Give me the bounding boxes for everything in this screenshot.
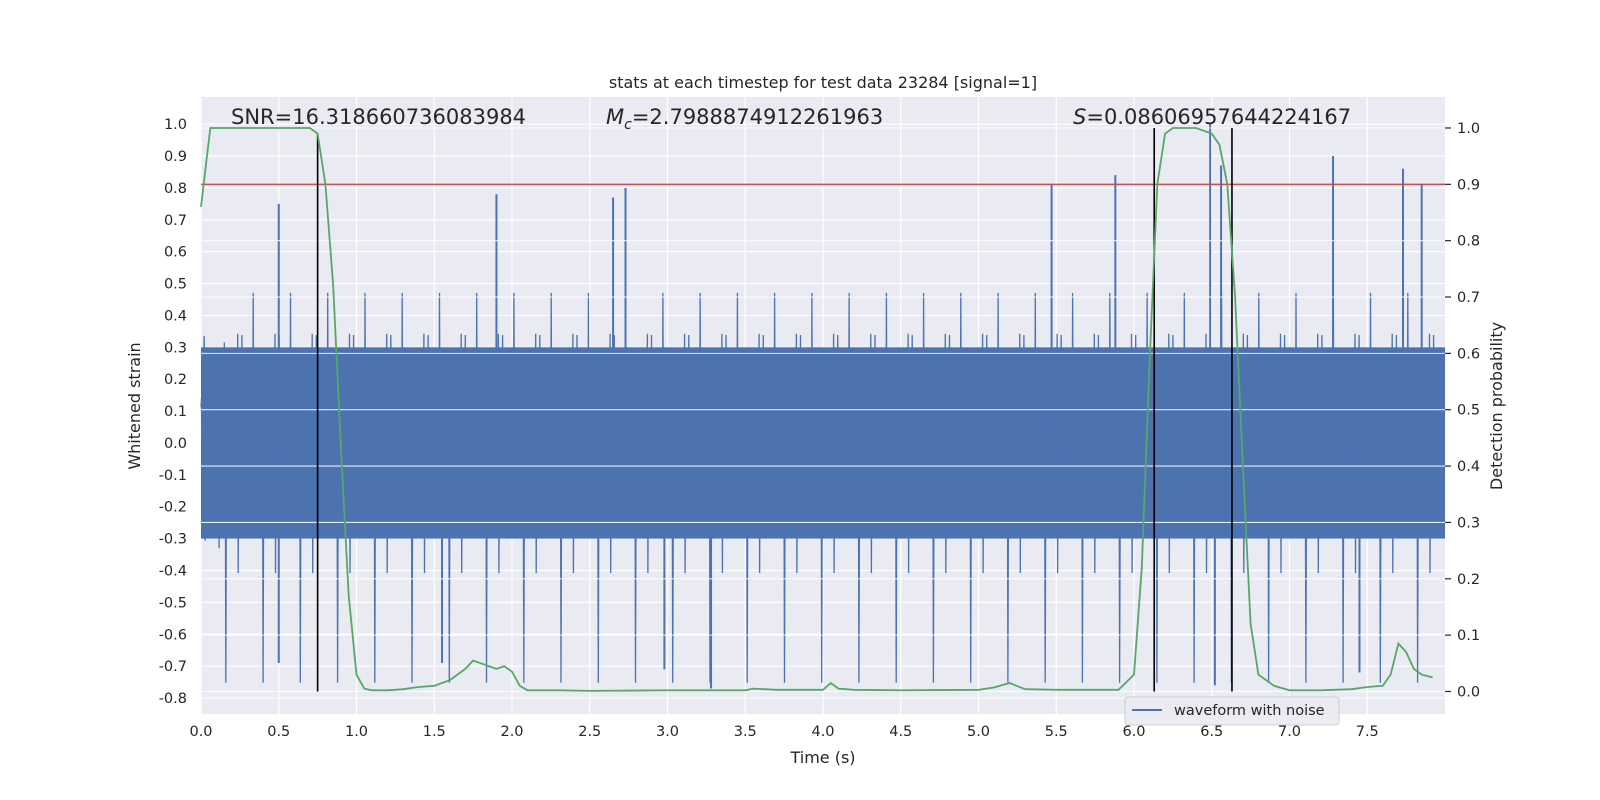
y-tick-label: 0.9: [164, 149, 187, 165]
strain-series: [200, 124, 1445, 693]
x-tick-label: 5.5: [1045, 724, 1068, 740]
x-tick-label: 5.0: [967, 724, 990, 740]
mc-value: =2.7988874912261963: [632, 105, 883, 129]
x-tick-label: 0.5: [267, 724, 290, 740]
y-tick-label: 0.5: [164, 277, 187, 293]
chirp-mass-annotation: Mc=2.7988874912261963: [606, 105, 883, 133]
y2-tick-label: 0.0: [1457, 684, 1480, 700]
mc-subscript: c: [624, 117, 632, 133]
mc-symbol: M: [606, 105, 624, 129]
y-tick-label: -0.8: [159, 691, 187, 707]
y-tick-label: -0.7: [159, 659, 187, 675]
x-tick-label: 1.0: [345, 724, 368, 740]
y-tick-label: -0.1: [159, 468, 187, 484]
y-tick-label: -0.2: [159, 500, 187, 516]
s-annotation: S=0.08606957644224167: [1073, 105, 1351, 129]
x-axis-ticks: 0.0 0.5 1.0 1.5 2.0 2.5 3.0 3.5 4.0 4.5 5.0 5.5 6.0 6…: [189, 724, 1378, 740]
y2-tick-label: 0.7: [1457, 290, 1480, 306]
y2-tick-label: 0.9: [1457, 177, 1480, 193]
y2-tick-label: 0.6: [1457, 346, 1480, 362]
y-tick-label: 0.6: [164, 245, 187, 261]
y-tick-label: -0.3: [159, 532, 187, 548]
y-tick-label: 0.7: [164, 213, 187, 229]
x-tick-label: 7.5: [1356, 724, 1379, 740]
x-axis-label: Time (s): [789, 748, 855, 767]
y-tick-label: -0.4: [159, 564, 187, 580]
y2-tick-label: 0.8: [1457, 234, 1480, 250]
overlays: [200, 127, 1445, 692]
snr-annotation: SNR=16.318660736083984: [231, 105, 526, 129]
legend-box: [1124, 696, 1340, 726]
y-axis-label: Whitened strain: [125, 342, 144, 469]
y-tick-label: 1.0: [164, 117, 187, 133]
x-tick-label: 3.0: [656, 724, 679, 740]
legend-label-waveform: waveform with noise: [1174, 703, 1325, 719]
chart-title: stats at each timestep for test data 232…: [609, 73, 1037, 92]
x-tick-label: 3.5: [734, 724, 757, 740]
x-tick-label: 4.0: [811, 724, 834, 740]
y2-axis-label: Detection probability: [1487, 322, 1506, 490]
x-tick-label: 4.5: [889, 724, 912, 740]
y2-tick-label: 1.0: [1457, 121, 1480, 137]
x-tick-label: 2.0: [500, 724, 523, 740]
x-tick-label: 6.0: [1122, 724, 1145, 740]
y2-tick-label: 0.4: [1457, 459, 1480, 475]
x-tick-label: 0.0: [189, 724, 212, 740]
y-tick-label: 0.1: [164, 404, 187, 420]
y-tick-label: 0.0: [164, 436, 187, 452]
x-tick-label: 2.5: [578, 724, 601, 740]
y-tick-label: -0.5: [159, 595, 187, 611]
x-tick-label: 1.5: [423, 724, 446, 740]
y2-tick-label: 0.3: [1457, 515, 1480, 531]
probability-line: [200, 127, 1433, 692]
y-tick-label: 0.2: [164, 372, 187, 388]
y2-tick-label: 0.2: [1457, 572, 1480, 588]
y2-tick-label: 0.5: [1457, 403, 1480, 419]
y2-axis-ticks: 0.0 0.1 0.2 0.3 0.4 0.5 0.6 0.7 0.8 0.9 1.0: [1445, 121, 1480, 700]
s-value: =0.08606957644224167: [1086, 105, 1351, 129]
s-symbol: S: [1073, 105, 1086, 129]
y-tick-label: 0.4: [164, 308, 187, 324]
y-tick-label: -0.6: [159, 627, 187, 643]
y2-tick-label: 0.1: [1457, 628, 1480, 644]
x-tick-label: 7.0: [1278, 724, 1301, 740]
y-axis-ticks: -0.8 -0.7 -0.6 -0.5 -0.4 -0.3 -0.2 -0.1 0.0 0.1 0.…: [159, 117, 187, 707]
y-tick-label: 0.8: [164, 181, 187, 197]
x-tick-label: 6.5: [1200, 724, 1223, 740]
y-tick-label: 0.3: [164, 340, 187, 356]
legend: waveform with noise: [1124, 696, 1340, 726]
strain-line: [200, 292, 1443, 683]
